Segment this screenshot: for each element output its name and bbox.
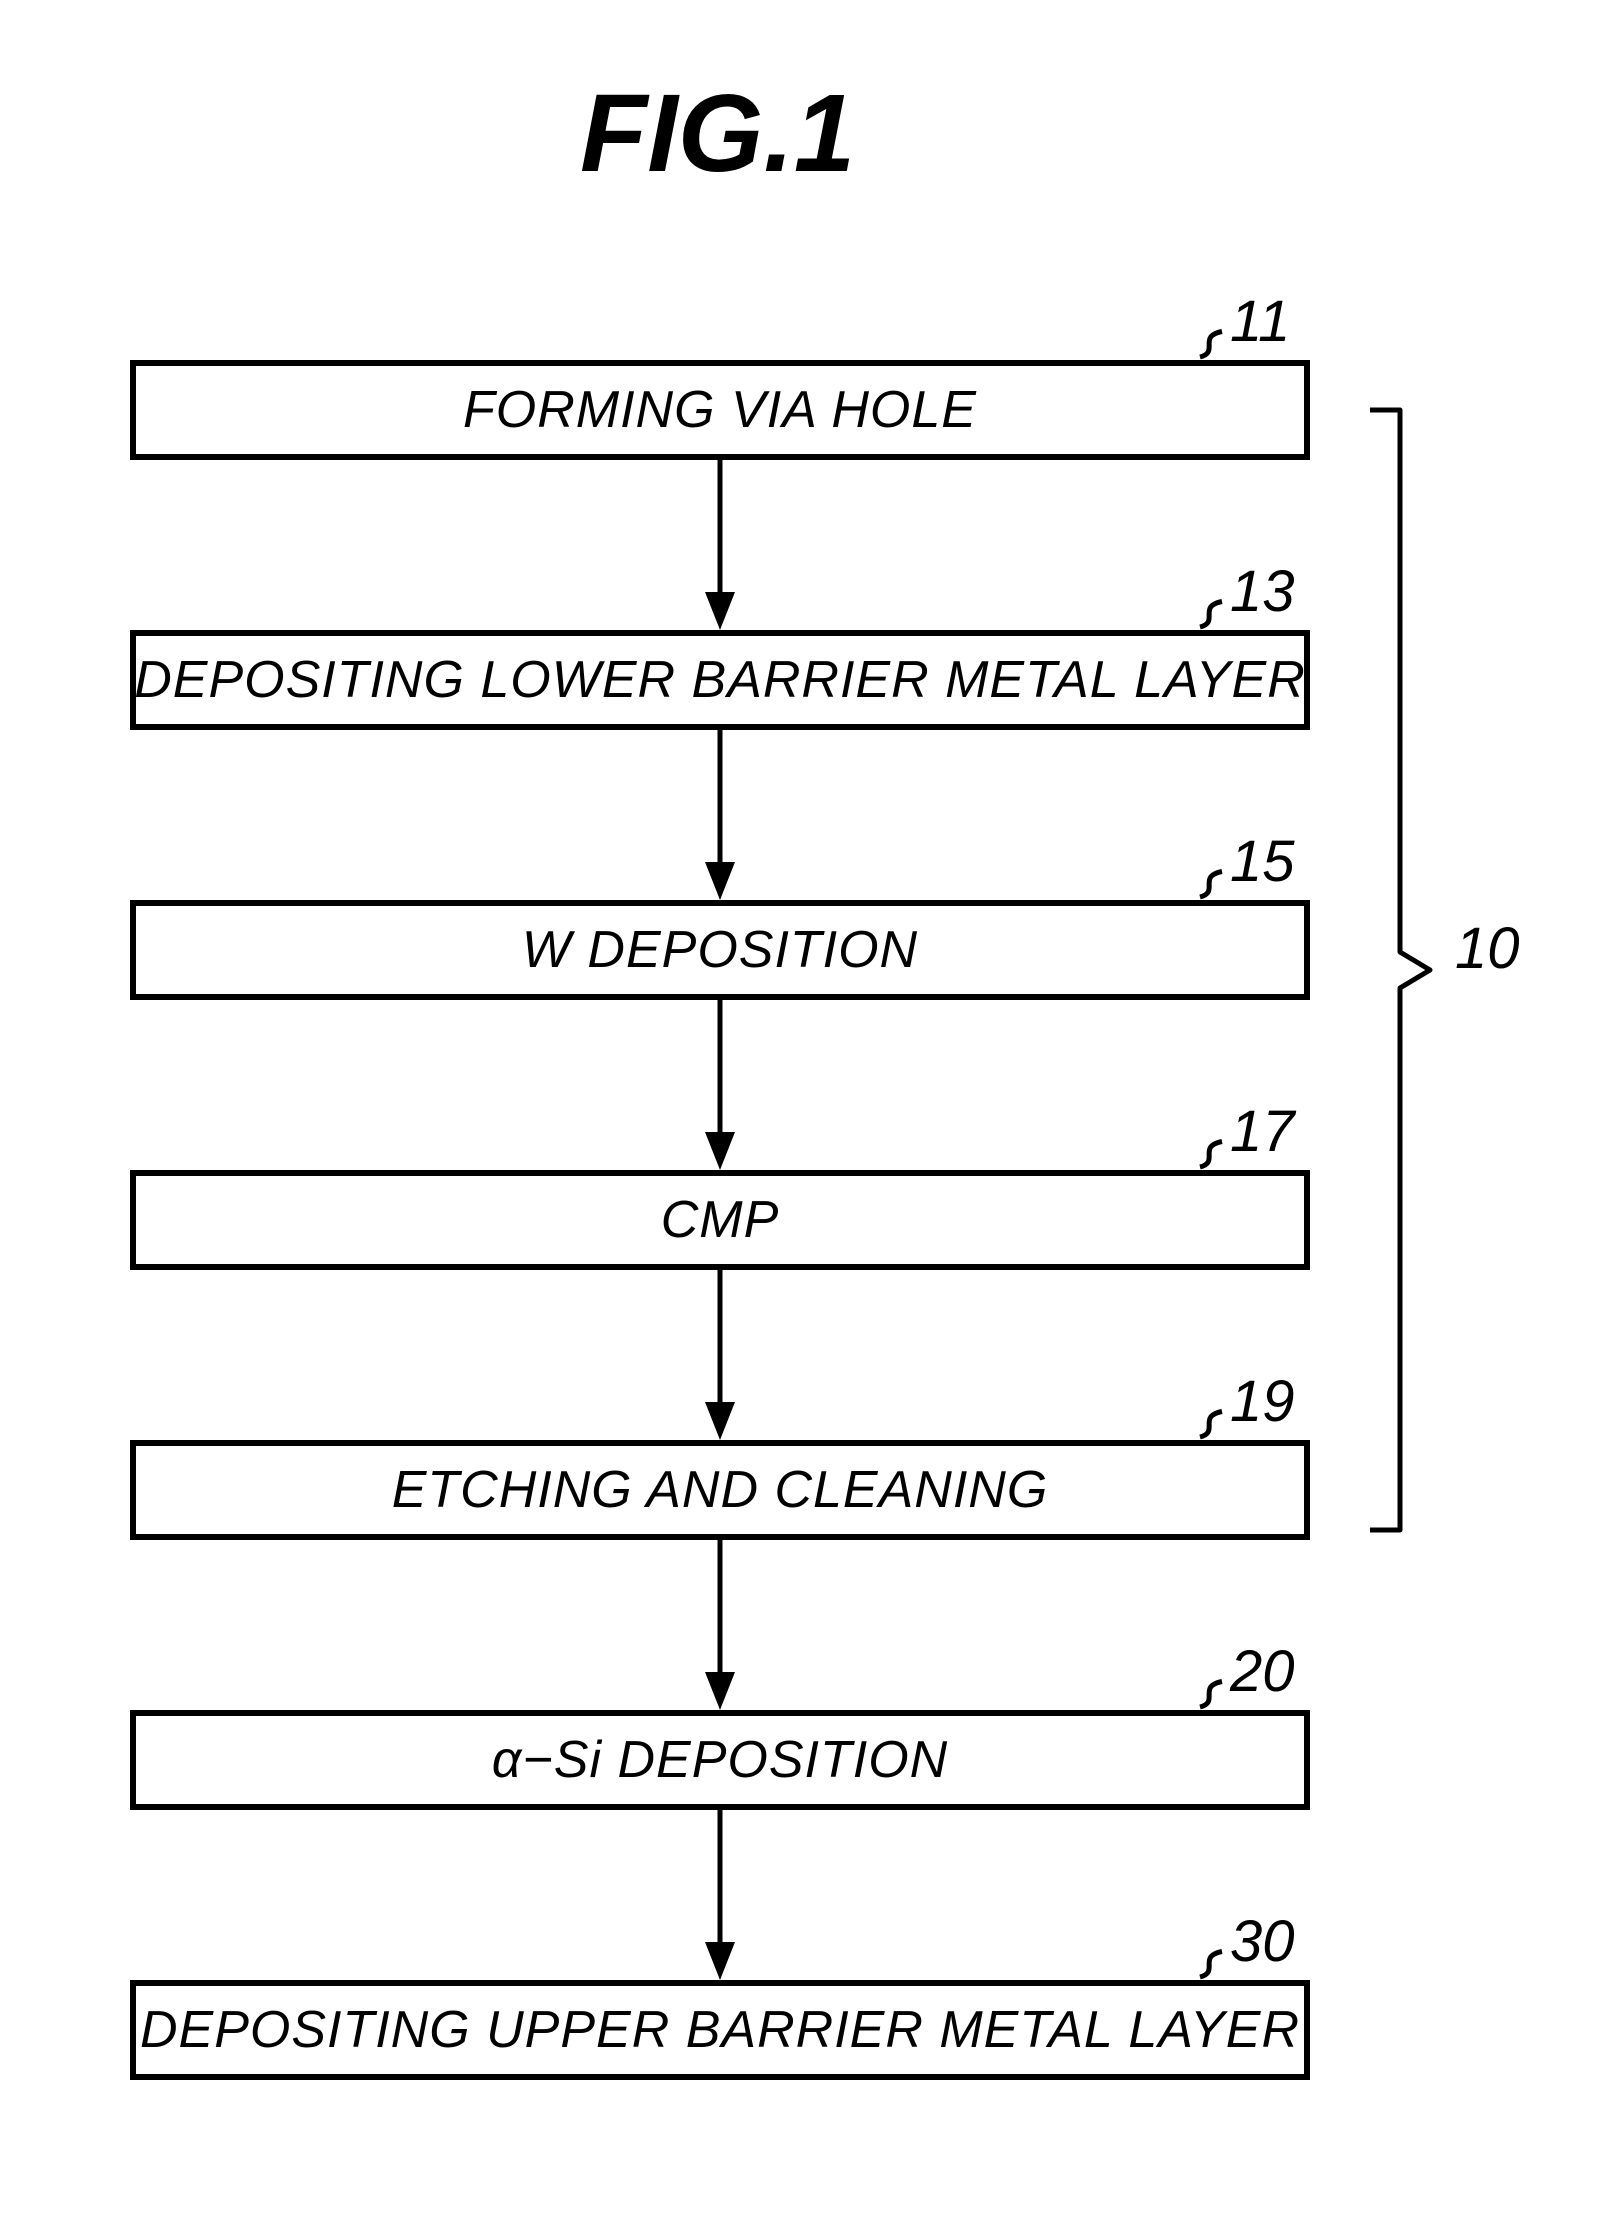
step-box-19: ETCHING AND CLEANING <box>130 1440 1310 1540</box>
step-label-15: W DEPOSITION <box>522 920 918 980</box>
figure-canvas: FIG.1 FORMING VIA HOLE DEPOSITING LOWER … <box>0 0 1599 2228</box>
ref-num-19: 19 <box>1230 1368 1295 1435</box>
figure-title: FIG.1 <box>580 70 855 197</box>
step-label-13: DEPOSITING LOWER BARRIER METAL LAYER <box>134 650 1306 710</box>
step-box-15: W DEPOSITION <box>130 900 1310 1000</box>
connectors-svg <box>0 0 1599 2228</box>
step-box-11: FORMING VIA HOLE <box>130 360 1310 460</box>
ref-num-11: 11 <box>1230 288 1290 355</box>
ref-num-17: 17 <box>1230 1098 1295 1165</box>
step-box-13: DEPOSITING LOWER BARRIER METAL LAYER <box>130 630 1310 730</box>
step-box-20: α−Si DEPOSITION <box>130 1710 1310 1810</box>
ref-num-30: 30 <box>1230 1908 1295 1975</box>
step-box-17: CMP <box>130 1170 1310 1270</box>
step-label-11: FORMING VIA HOLE <box>463 380 977 440</box>
step-box-30: DEPOSITING UPPER BARRIER METAL LAYER <box>130 1980 1310 2080</box>
step-label-17: CMP <box>661 1190 780 1250</box>
ref-num-20: 20 <box>1230 1638 1295 1705</box>
step-label-20: α−Si DEPOSITION <box>492 1730 948 1790</box>
ref-num-13: 13 <box>1230 558 1295 625</box>
step-label-30: DEPOSITING UPPER BARRIER METAL LAYER <box>140 2000 1300 2060</box>
step-label-19: ETCHING AND CLEANING <box>392 1460 1049 1520</box>
ref-num-15: 15 <box>1230 828 1295 895</box>
bracket-ref-num-10: 10 <box>1455 915 1520 982</box>
